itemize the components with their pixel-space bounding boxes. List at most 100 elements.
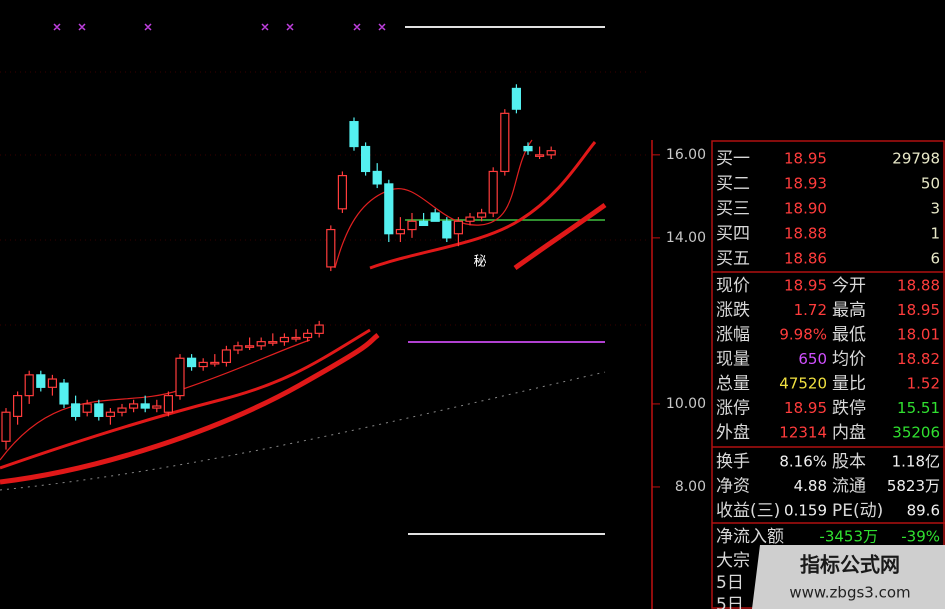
info-label: 流通 — [832, 477, 866, 497]
candle-body — [419, 220, 429, 227]
y-tick-label: 8.00 — [675, 479, 706, 495]
quote-label: 总量 — [716, 374, 750, 394]
info-value: 89.6 — [907, 502, 940, 520]
candle-body — [511, 87, 522, 110]
order-label: 买二 — [716, 174, 750, 194]
order-label: 买四 — [716, 224, 750, 244]
candle-body — [1, 411, 11, 442]
candle-body — [477, 212, 487, 218]
candle-body — [36, 374, 46, 388]
quote-value: 35206 — [892, 424, 940, 442]
candle-body — [268, 341, 278, 344]
candle-body — [488, 170, 498, 214]
info-label: 净资 — [716, 477, 750, 497]
order-price: 18.88 — [784, 225, 827, 243]
footer-label: 5日 — [716, 595, 744, 609]
watermark-box — [752, 545, 945, 609]
ma-line — [0, 371, 606, 491]
candle-body — [94, 403, 104, 417]
quote-value: 18.82 — [897, 350, 940, 368]
order-volume: 29798 — [892, 150, 940, 168]
order-volume: 50 — [921, 175, 940, 193]
candle-body — [395, 228, 405, 235]
grid — [0, 71, 650, 326]
quote-label: 外盘 — [716, 423, 750, 443]
quote-value: 18.95 — [897, 301, 940, 319]
candle-body — [291, 336, 301, 340]
order-price: 18.90 — [784, 200, 827, 218]
quote-value: 12314 — [779, 424, 827, 442]
info-label: 换手 — [716, 452, 750, 472]
quote-value: 18.88 — [897, 277, 940, 295]
candle-body — [534, 154, 545, 157]
order-price: 18.93 — [784, 175, 827, 193]
candle-body — [117, 407, 127, 413]
candle-body — [256, 341, 266, 347]
info-value: 0.159 — [784, 502, 827, 520]
candle-body — [198, 361, 208, 368]
ma-line — [369, 141, 597, 270]
candle-body — [210, 361, 220, 365]
candle-body — [453, 220, 463, 235]
candle-body — [233, 345, 243, 351]
ma-line — [513, 202, 607, 271]
candle-body — [361, 145, 371, 173]
candle-body — [500, 112, 510, 173]
order-volume: 6 — [930, 250, 940, 268]
candle-body — [372, 170, 382, 185]
signal-marks — [53, 23, 386, 31]
quote-label: 涨跌 — [716, 301, 750, 321]
flow-percent: -39% — [901, 528, 940, 546]
flow-value: -3453万 — [819, 528, 878, 546]
candle-body — [152, 405, 162, 409]
info-value: 5823万 — [887, 477, 940, 495]
watermark: 指标公式网 www.zbgs3.com — [752, 545, 945, 609]
candle-body — [140, 403, 150, 409]
candle-body — [245, 345, 255, 348]
candle-body — [303, 332, 313, 339]
moving-averages — [0, 139, 607, 491]
candle-body — [82, 403, 92, 413]
candle-body — [70, 403, 81, 417]
candle-body — [326, 228, 336, 268]
x-marks — [53, 23, 386, 31]
quote-label: 量比 — [832, 374, 866, 394]
flow-label: 净流入额 — [716, 527, 784, 547]
y-tick-label: 10.00 — [666, 396, 706, 412]
ma-line — [0, 333, 380, 485]
candle-body — [13, 395, 23, 417]
watermark-url: www.zbgs3.com — [789, 584, 910, 602]
order-label: 买一 — [716, 149, 750, 169]
candle-body — [129, 403, 139, 409]
order-label: 买五 — [716, 249, 750, 269]
ma-line — [0, 328, 371, 470]
quote-label: 涨停 — [716, 399, 750, 419]
candle-body — [187, 357, 197, 368]
quote-value: 15.51 — [897, 399, 940, 417]
candle-body — [407, 220, 417, 231]
candle-body — [546, 150, 556, 156]
footer-label: 5日 — [716, 573, 744, 593]
quote-label: 现价 — [716, 276, 750, 296]
candle-body — [47, 378, 58, 388]
info-label: PE(动) — [832, 501, 883, 521]
quote-label: 今开 — [832, 276, 866, 296]
quote-label: 最高 — [832, 301, 866, 321]
order-label: 买三 — [716, 199, 750, 219]
info-value: 8.16% — [779, 453, 827, 471]
order-price: 18.95 — [784, 150, 827, 168]
quote-value: 18.95 — [784, 277, 827, 295]
quote-value: 9.98% — [779, 326, 827, 344]
candle-body — [59, 382, 69, 405]
info-label: 股本 — [832, 452, 866, 472]
quote-value: 18.95 — [784, 399, 827, 417]
info-value: 4.88 — [794, 477, 827, 495]
watermark-title: 指标公式网 — [800, 553, 900, 577]
candle-body — [221, 349, 231, 364]
quote-text: 买一 18.95 29798 买二 18.93 50 买三 18.90 3 买四 18.88 1 买五 1… — [716, 149, 940, 609]
candle-body — [24, 374, 34, 397]
quote-value: 650 — [798, 350, 827, 368]
quote-value: 1.72 — [794, 301, 827, 319]
order-volume: 3 — [930, 200, 940, 218]
